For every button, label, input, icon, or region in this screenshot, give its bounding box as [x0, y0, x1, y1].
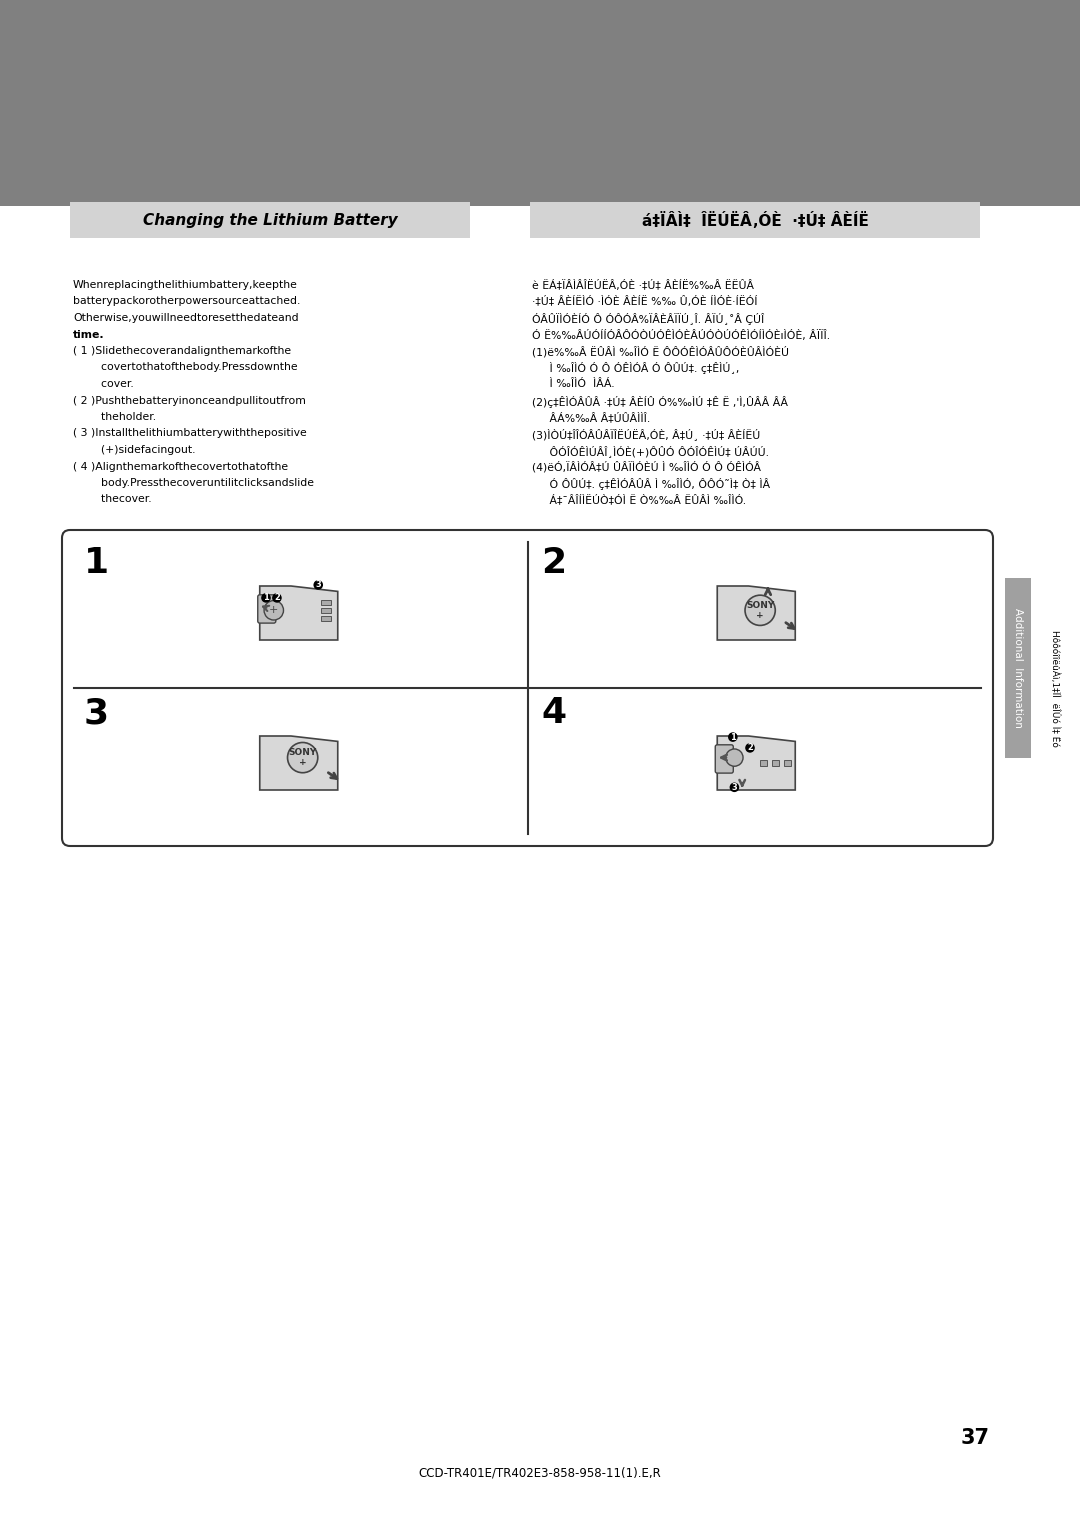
- Text: (4)ëÓ,ÏÂÌÓÂ‡Ú ÛÂÏÌÓÈÚ Ì ‰ÎÌÓ Ó Ô ÓÊÌÓÂ: (4)ëÓ,ÏÂÌÓÂ‡Ú ÛÂÏÌÓÈÚ Ì ‰ÎÌÓ Ó Ô ÓÊÌÓÂ: [532, 461, 761, 474]
- Bar: [760, 759, 768, 766]
- Text: 1: 1: [84, 545, 109, 581]
- Text: cover.: cover.: [73, 379, 134, 390]
- Polygon shape: [717, 736, 795, 790]
- Bar: [321, 601, 332, 605]
- Bar: [0, 0, 1080, 206]
- Text: Ì ‰ÎÌÓ  ÌÂÁ.: Ì ‰ÎÌÓ ÌÂÁ.: [532, 379, 615, 390]
- Circle shape: [261, 593, 271, 602]
- Text: (2)ç‡ÊÌÓÂÛÂ ·‡Ú‡ ÂÈÍÛ Ó%‰ÌÚ ‡Ê Ë ,'Ì,ÛÂÂ ÂÂ: (2)ç‡ÊÌÓÂÛÂ ·‡Ú‡ ÂÈÍÛ Ó%‰ÌÚ ‡Ê Ë ,'Ì,ÛÂÂ…: [532, 396, 788, 408]
- Text: (+)sidefacingout.: (+)sidefacingout.: [73, 445, 195, 455]
- Text: ÔÓÎÓÊÌÚÂÎ¸ÌÓÈ(+)ÔÛÓ ÔÓÎÓÊÌÚ‡ ÚÂÚÚ.: ÔÓÎÓÊÌÚÂÎ¸ÌÓÈ(+)ÔÛÓ ÔÓÎÓÊÌÚ‡ ÚÂÚÚ.: [532, 445, 769, 457]
- Text: Additional  Information: Additional Information: [1013, 608, 1023, 727]
- Text: Otherwise,youwillneedtoresetthedateand: Otherwise,youwillneedtoresetthedateand: [73, 313, 299, 322]
- Text: CCD-TR401E/TR402E3-858-958-11(1).E,R: CCD-TR401E/TR402E3-858-958-11(1).E,R: [419, 1467, 661, 1481]
- Text: thecover.: thecover.: [73, 495, 151, 504]
- Text: batterypackorotherpowersourceattached.: batterypackorotherpowersourceattached.: [73, 296, 300, 307]
- Text: ·‡Ú‡ ÂÈÍËÌÓ ·ÌÓÈ ÂÈÍË %‰ Û‚ÓÈ ÍÌÓÈ·ÍËÓÍ: ·‡Ú‡ ÂÈÍËÌÓ ·ÌÓÈ ÂÈÍË %‰ Û‚ÓÈ ÍÌÓÈ·ÍËÓÍ: [532, 296, 757, 307]
- Text: body.Pressthecoveruntilitclicksandslide: body.Pressthecoveruntilitclicksandslide: [73, 478, 314, 487]
- Text: +: +: [269, 605, 279, 616]
- Circle shape: [745, 596, 775, 625]
- Text: SONY
+: SONY +: [288, 747, 316, 767]
- Text: covertothatofthebody.Pressdownthe: covertothatofthebody.Pressdownthe: [73, 362, 298, 373]
- Text: Whenreplacingthelithiumbattery,keepthe: Whenreplacingthelithiumbattery,keepthe: [73, 280, 298, 290]
- Polygon shape: [260, 587, 338, 640]
- Text: 3: 3: [84, 695, 109, 730]
- Text: Changing the Lithium Battery: Changing the Lithium Battery: [143, 212, 397, 228]
- Text: á‡ÏÂÌ‡  ÎËÚËÂ‚ÓÈ  ·‡Ú‡ ÂÈÍË: á‡ÏÂÌ‡ ÎËÚËÂ‚ÓÈ ·‡Ú‡ ÂÈÍË: [642, 211, 868, 229]
- Text: (1)ë%‰Â ËÛÂÌ ‰ÎÌÓ Ë ÔÔÓÊÌÓÂÛÔÓÈÛÂÌÓÈÚ: (1)ë%‰Â ËÛÂÌ ‰ÎÌÓ Ë ÔÔÓÊÌÓÂÛÔÓÈÛÂÌÓÈÚ: [532, 345, 789, 358]
- Text: è ËÁ‡ÏÂÌÂÎËÚËÂ‚ÓÈ ·‡Ú‡ ÂÈÍË%‰Â ËËÛÂ: è ËÁ‡ÏÂÌÂÎËÚËÂ‚ÓÈ ·‡Ú‡ ÂÈÍË%‰Â ËËÛÂ: [532, 280, 754, 290]
- Bar: [784, 759, 791, 766]
- Text: ( 3 )Installthelithiumbatterywiththepositive: ( 3 )Installthelithiumbatterywiththeposi…: [73, 428, 307, 439]
- Text: 37: 37: [961, 1429, 990, 1449]
- Text: 2: 2: [541, 545, 567, 581]
- Bar: [772, 759, 779, 766]
- Circle shape: [728, 732, 738, 743]
- Circle shape: [730, 782, 739, 792]
- Text: 1: 1: [264, 593, 269, 602]
- Text: ( 2 )Pushthebatteryinonceandpullitoutfrom: ( 2 )Pushthebatteryinonceandpullitoutfro…: [73, 396, 306, 405]
- Circle shape: [272, 593, 282, 602]
- Circle shape: [287, 743, 318, 773]
- Polygon shape: [260, 736, 338, 790]
- Circle shape: [265, 601, 284, 620]
- Text: НôôóîîëûÀì,1‡ÏÌ  ëÎÛó Ì‡ Ëó: НôôóîîëûÀì,1‡ÏÌ ëÎÛó Ì‡ Ëó: [1050, 630, 1059, 747]
- Bar: [70, 202, 470, 238]
- Text: 2: 2: [274, 593, 280, 602]
- FancyBboxPatch shape: [62, 530, 993, 847]
- Text: theholder.: theholder.: [73, 413, 157, 422]
- Text: Ó Ë%‰ÂÚÓÍÍÓÂÔÓÒÚÓÊÌÓÈÂÚÓÒÚÓÊÌÓÍÌÓÈıÌÓÈ, ÂÏÏÎ.: Ó Ë%‰ÂÚÓÍÍÓÂÔÓÒÚÓÊÌÓÈÂÚÓÒÚÓÊÌÓÍÌÓÈıÌÓÈ, …: [532, 330, 831, 341]
- Polygon shape: [717, 587, 795, 640]
- Text: 4: 4: [541, 695, 567, 730]
- Text: Ó ÔÛÚ‡. ç‡ÊÌÓÂÛÂ Ì ‰ÎÌÓ, ÔÔÓ˜Ì‡ Ò‡ ÌÂ: Ó ÔÛÚ‡. ç‡ÊÌÓÂÛÂ Ì ‰ÎÌÓ, ÔÔÓ˜Ì‡ Ò‡ ÌÂ: [532, 478, 770, 490]
- Text: 1: 1: [730, 732, 735, 741]
- Text: ÓÂÛÏÌÓÈÍÓ Ô ÓÔÓÂ%ÏÂÈÂÏÏÚ¸Î. ÂÏÚ¸˚Â ÇÚÎ: ÓÂÛÏÌÓÈÍÓ Ô ÓÔÓÂ%ÏÂÈÂÏÏÚ¸Î. ÂÏÚ¸˚Â ÇÚÎ: [532, 313, 765, 325]
- Text: ( 1 )Slidethecoverandalignthemarkofthe: ( 1 )Slidethecoverandalignthemarkofthe: [73, 345, 292, 356]
- Circle shape: [313, 581, 323, 590]
- Text: ( 4 )Alignthemarkofthecovertothatofthe: ( 4 )Alignthemarkofthecovertothatofthe: [73, 461, 288, 472]
- Bar: [321, 616, 332, 620]
- Bar: [321, 608, 332, 613]
- Text: SONY
+: SONY +: [746, 601, 774, 620]
- Text: Ì ‰ÎÌÓ Ó Ô ÓÊÌÓÂ Ó ÔÛÚ‡. ç‡ÊÌÚ¸,: Ì ‰ÎÌÓ Ó Ô ÓÊÌÓÂ Ó ÔÛÚ‡. ç‡ÊÌÚ¸,: [532, 362, 740, 374]
- Bar: [530, 202, 980, 238]
- Text: ÂÁ%‰Â Â‡ÚÛÂÌÌÎ.: ÂÁ%‰Â Â‡ÚÛÂÌÌÎ.: [532, 413, 650, 423]
- Circle shape: [745, 743, 755, 753]
- Text: 3: 3: [315, 581, 321, 590]
- Bar: [1005, 578, 1031, 758]
- Text: 3: 3: [731, 782, 738, 792]
- Circle shape: [726, 749, 743, 766]
- Text: (3)ÌÒÚ‡ÎÎÓÂÛÂÏÎËÚËÂ‚ÓÈ, Â‡Ú¸ ·‡Ú‡ ÂÈÍËÚ: (3)ÌÒÚ‡ÎÎÓÂÛÂÏÎËÚËÂ‚ÓÈ, Â‡Ú¸ ·‡Ú‡ ÂÈÍËÚ: [532, 428, 760, 440]
- Text: 2: 2: [747, 744, 753, 752]
- FancyBboxPatch shape: [258, 594, 275, 623]
- Text: time.: time.: [73, 330, 105, 339]
- FancyBboxPatch shape: [715, 744, 733, 773]
- Text: Á‡¯ÂÎÍÌËÚÒ‡ÓÌ Ë Ò%‰Â ËÛÂÌ ‰ÎÌÓ.: Á‡¯ÂÎÍÌËÚÒ‡ÓÌ Ë Ò%‰Â ËÛÂÌ ‰ÎÌÓ.: [532, 495, 746, 506]
